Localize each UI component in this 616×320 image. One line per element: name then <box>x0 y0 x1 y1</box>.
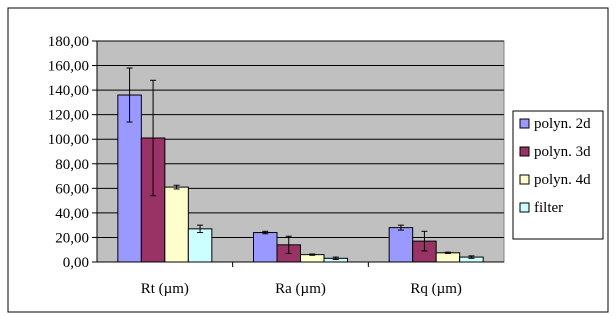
x-category-label: Rt (µm) <box>141 281 189 297</box>
legend-label: polyn. 4d <box>534 172 591 188</box>
legend-label: polyn. 3d <box>534 144 591 160</box>
legend-swatch <box>519 202 530 213</box>
y-tick-label: 60,00 <box>55 181 89 197</box>
bars <box>117 94 484 263</box>
x-category-label: Rq (µm) <box>410 281 462 297</box>
y-tick-label: 80,00 <box>55 157 89 173</box>
y-tick-label: 140,00 <box>48 83 89 99</box>
bar <box>164 186 189 263</box>
bar <box>435 252 461 263</box>
y-tick-label: 0,00 <box>63 255 89 271</box>
bar <box>388 227 414 263</box>
error-bars <box>126 67 475 261</box>
x-category-label: Ra (µm) <box>275 281 326 297</box>
legend-label: polyn. 2d <box>534 116 591 132</box>
legend: polyn. 2d polyn. 3d polyn. 4d filter <box>512 110 604 240</box>
bar <box>253 232 278 263</box>
axes: 0,00 20,00 40,00 60,00 80,00 100,00 120,00 140,… <box>48 34 504 297</box>
legend-swatch <box>519 146 530 157</box>
y-tick-label: 20,00 <box>55 230 89 246</box>
y-tick-label: 100,00 <box>48 132 89 148</box>
y-tick-label: 40,00 <box>55 206 89 222</box>
bar <box>187 228 213 263</box>
legend-swatch <box>519 118 530 129</box>
y-tick-label: 160,00 <box>48 59 89 75</box>
y-tick-label: 120,00 <box>48 108 89 124</box>
y-tick-label: 180,00 <box>48 34 89 50</box>
legend-label: filter <box>534 200 563 216</box>
legend-swatch <box>519 174 530 185</box>
